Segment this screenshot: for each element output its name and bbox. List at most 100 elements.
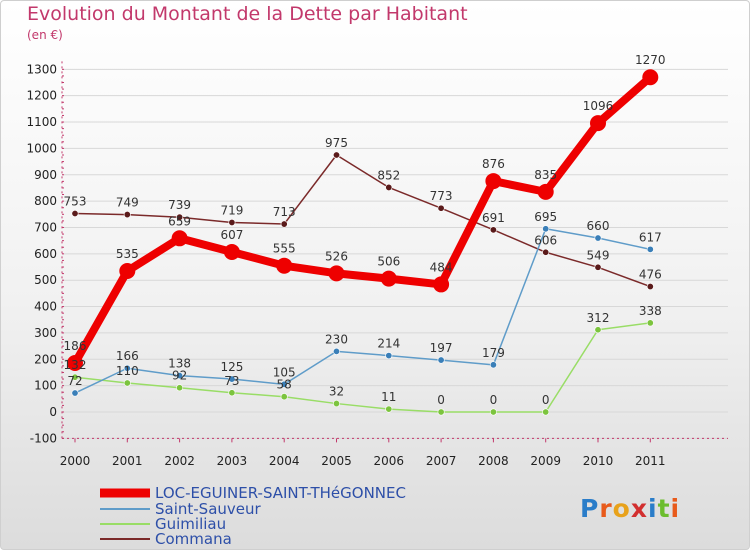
data-point [646,245,654,253]
data-label: 506 [377,255,400,269]
data-label: 719 [220,203,243,217]
data-point [594,263,602,271]
y-tick-label: 700 [34,220,57,234]
data-point [228,389,236,397]
legend: LOC-EGUINER-SAINT-THéGONNECSaint-Sauveur… [100,484,406,548]
data-point [385,352,393,360]
brand-letter: t [658,494,670,523]
legend-label: Guimiliau [155,515,226,533]
brand-letter: i [671,494,680,523]
y-tick-label: 1100 [26,115,57,129]
data-point [332,151,340,159]
data-label: 739 [168,198,191,212]
data-point [71,373,79,381]
data-point [71,210,79,218]
data-point [332,347,340,355]
y-tick-label: 200 [34,352,57,366]
data-point [542,248,550,256]
data-point [537,183,554,200]
y-tick-label: -100 [30,431,57,445]
y-tick-label: 1300 [26,62,57,76]
x-tick-label: 2008 [478,454,509,468]
data-point [123,211,131,219]
x-tick-label: 2011 [635,454,666,468]
data-label: 110 [116,364,139,378]
y-tick-label: 800 [34,194,57,208]
legend-label: Saint-Sauveur [155,500,262,518]
data-point [228,218,236,226]
data-label: 125 [220,360,243,374]
data-label: 773 [430,189,453,203]
x-tick-label: 2005 [321,454,352,468]
data-label: 876 [482,157,505,171]
legend-label: LOC-EGUINER-SAINT-THéGONNEC [155,484,406,502]
data-label: 73 [224,374,239,388]
data-point [176,213,184,221]
brand-letter: r [599,494,612,523]
data-label: 852 [377,168,400,182]
data-label: 132 [64,358,87,372]
data-point [485,173,502,190]
data-label: 186 [64,339,87,353]
data-label: 1096 [583,99,614,113]
data-label: 484 [430,260,453,274]
data-point [542,225,550,233]
data-label: 32 [329,385,344,399]
data-label: 691 [482,211,505,225]
data-point [437,204,445,212]
data-label: 975 [325,136,348,150]
brand-letter: o [613,494,630,523]
data-label: 92 [172,369,187,383]
data-label: 72 [67,374,82,388]
y-tick-label: 500 [34,273,57,287]
data-label: 526 [325,249,348,263]
data-point [228,375,236,383]
data-point [67,354,83,371]
data-label: 835 [534,168,557,182]
series-line-3 [74,154,652,288]
y-tick-label: 1000 [26,141,57,155]
unit-label: (en €) [27,28,63,42]
data-labels: 753 749 739 719 713 975 852 773 691 606 549 476 132 1… [64,53,666,407]
data-point [489,408,497,416]
data-point [594,326,602,334]
data-point [489,361,497,369]
data-label: 1270 [635,53,666,67]
y-tick-label: 900 [34,168,57,182]
x-tick-label: 2004 [269,454,300,468]
legend-label: Commana [155,530,232,548]
data-point [642,69,659,86]
data-label: 338 [639,304,662,318]
y-tick-label: 400 [34,300,57,314]
data-point [123,379,131,387]
x-tick-label: 2003 [217,454,248,468]
data-label: 0 [542,393,550,407]
data-label: 230 [325,332,348,346]
data-label: 105 [273,365,296,379]
data-point [176,372,184,380]
data-label: 713 [273,205,296,219]
y-tick-label: 1200 [26,89,57,103]
data-point [276,257,293,274]
data-label: 179 [482,346,505,360]
axes: -100 0 100 2003 0 0 400 500 600 700 800 900 1000 1100… [26,61,728,468]
data-label: 607 [220,228,243,242]
data-label: 695 [534,210,557,224]
y-tick-label: 100 [34,379,57,393]
data-point [437,408,445,416]
y-tick-label: 0 [49,405,57,419]
data-label: 166 [116,349,139,363]
data-label: 660 [587,219,610,233]
data-point [433,276,450,293]
y-tick-label: 600 [34,247,57,261]
x-tick-label: 2000 [60,454,91,468]
data-point [280,220,288,228]
data-label: 549 [587,248,610,262]
data-label: 0 [490,393,498,407]
data-point [646,319,654,327]
brand-letter: x [631,494,647,523]
data-label: 659 [168,214,191,228]
data-point [380,270,397,287]
data-label: 535 [116,247,139,261]
